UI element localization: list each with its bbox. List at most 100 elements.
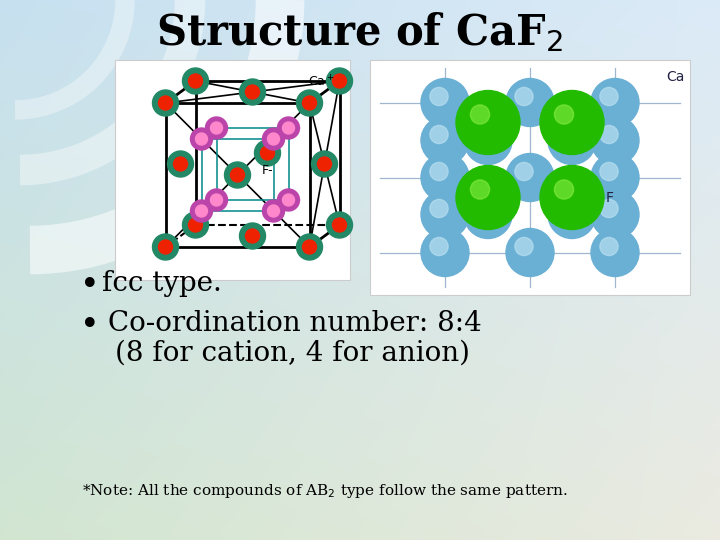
Circle shape [506, 153, 554, 201]
Circle shape [515, 87, 533, 106]
Circle shape [515, 163, 533, 180]
Circle shape [302, 96, 317, 110]
Circle shape [456, 91, 520, 154]
Circle shape [430, 199, 448, 218]
Circle shape [282, 194, 294, 206]
Circle shape [297, 234, 323, 260]
Circle shape [158, 96, 173, 110]
Circle shape [548, 117, 596, 165]
Circle shape [269, 206, 279, 216]
Circle shape [240, 79, 266, 105]
Circle shape [591, 153, 639, 201]
Text: Co-ordination number: 8:4: Co-ordination number: 8:4 [108, 310, 482, 337]
Circle shape [205, 189, 228, 211]
Circle shape [421, 153, 469, 201]
Circle shape [153, 90, 179, 116]
Circle shape [205, 117, 228, 139]
Circle shape [473, 199, 491, 218]
Circle shape [600, 199, 618, 218]
Circle shape [210, 122, 222, 134]
Text: Ca$^+$: Ca$^+$ [307, 74, 334, 89]
Circle shape [268, 133, 279, 145]
Circle shape [312, 151, 338, 177]
Circle shape [456, 165, 520, 230]
Text: •: • [80, 270, 99, 302]
Circle shape [421, 228, 469, 276]
Circle shape [464, 117, 512, 165]
Circle shape [430, 238, 448, 255]
Circle shape [158, 240, 173, 254]
Text: fcc type.: fcc type. [102, 270, 222, 297]
Circle shape [268, 205, 279, 217]
Circle shape [326, 212, 353, 238]
Circle shape [473, 125, 491, 144]
Circle shape [554, 180, 574, 199]
Circle shape [302, 240, 317, 254]
Circle shape [515, 238, 533, 255]
Circle shape [557, 199, 575, 218]
Circle shape [191, 128, 212, 150]
Circle shape [600, 238, 618, 255]
Circle shape [318, 157, 331, 171]
Circle shape [246, 85, 259, 99]
Circle shape [421, 117, 469, 165]
Circle shape [430, 87, 448, 106]
Circle shape [263, 128, 284, 150]
Circle shape [225, 162, 251, 188]
Circle shape [430, 125, 448, 144]
Circle shape [212, 195, 222, 205]
Circle shape [254, 140, 281, 166]
Circle shape [591, 228, 639, 276]
Circle shape [182, 212, 209, 238]
Circle shape [600, 125, 618, 144]
Circle shape [421, 191, 469, 239]
Circle shape [189, 218, 202, 232]
Circle shape [591, 78, 639, 126]
Circle shape [333, 218, 346, 232]
Circle shape [189, 74, 202, 88]
Text: *Note: All the compounds of AB$_2$ type follow the same pattern.: *Note: All the compounds of AB$_2$ type … [82, 482, 568, 500]
Circle shape [464, 191, 512, 239]
Circle shape [548, 191, 596, 239]
Circle shape [182, 68, 209, 94]
Circle shape [333, 74, 346, 88]
Circle shape [282, 122, 294, 134]
Circle shape [591, 117, 639, 165]
Circle shape [284, 123, 294, 133]
Circle shape [240, 223, 266, 249]
Circle shape [470, 180, 490, 199]
Circle shape [196, 133, 207, 145]
Circle shape [277, 117, 300, 139]
FancyBboxPatch shape [115, 60, 350, 280]
Circle shape [506, 78, 554, 126]
Text: (8 for cation, 4 for anion): (8 for cation, 4 for anion) [115, 340, 470, 367]
Circle shape [246, 229, 259, 243]
Circle shape [263, 200, 284, 222]
Circle shape [284, 195, 294, 205]
Circle shape [191, 200, 212, 222]
Text: Structure of CaF$_2$: Structure of CaF$_2$ [156, 10, 564, 54]
Circle shape [557, 125, 575, 144]
Circle shape [470, 105, 490, 124]
Text: •: • [80, 310, 99, 342]
Circle shape [600, 87, 618, 106]
Circle shape [600, 163, 618, 180]
Circle shape [230, 168, 245, 182]
Circle shape [591, 191, 639, 239]
Circle shape [540, 165, 604, 230]
Circle shape [196, 205, 207, 217]
Circle shape [430, 163, 448, 180]
Circle shape [197, 206, 207, 216]
Text: F: F [606, 191, 614, 205]
Circle shape [269, 134, 279, 144]
Circle shape [326, 68, 353, 94]
Circle shape [506, 228, 554, 276]
Circle shape [212, 123, 222, 133]
Circle shape [210, 194, 222, 206]
Circle shape [297, 90, 323, 116]
Text: F-: F- [261, 165, 273, 178]
Circle shape [421, 78, 469, 126]
Circle shape [261, 146, 274, 160]
FancyBboxPatch shape [370, 60, 690, 295]
Circle shape [554, 105, 574, 124]
